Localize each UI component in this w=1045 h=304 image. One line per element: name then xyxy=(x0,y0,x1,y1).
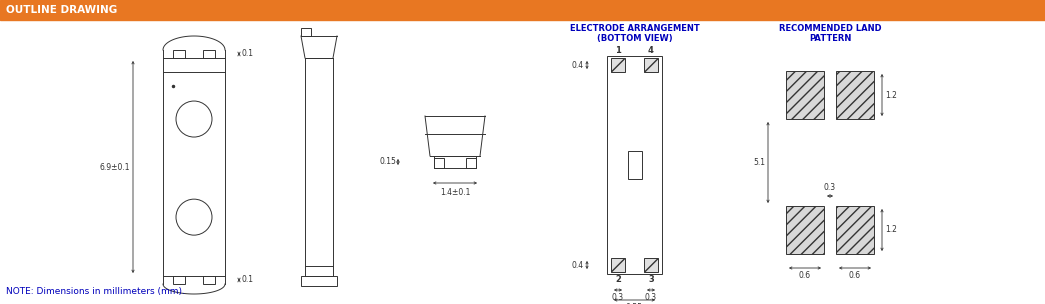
Text: 1.2: 1.2 xyxy=(885,226,897,234)
Bar xyxy=(644,58,658,72)
Text: 0.15: 0.15 xyxy=(379,157,396,167)
Text: 0.3: 0.3 xyxy=(612,293,624,302)
Text: 0.55: 0.55 xyxy=(626,303,643,304)
Text: 0.6: 0.6 xyxy=(799,271,811,280)
Bar xyxy=(786,206,825,254)
Text: RECOMMENDED LAND: RECOMMENDED LAND xyxy=(779,24,881,33)
Bar xyxy=(434,156,477,168)
Text: 3: 3 xyxy=(648,275,654,284)
Text: 0.6: 0.6 xyxy=(849,271,861,280)
Bar xyxy=(0,0,1045,20)
Text: 0.3: 0.3 xyxy=(823,183,836,192)
Text: (BOTTOM VIEW): (BOTTOM VIEW) xyxy=(597,34,673,43)
Bar xyxy=(611,58,625,72)
Text: 0.4: 0.4 xyxy=(572,60,584,70)
Text: 1.3±0.1: 1.3±0.1 xyxy=(304,2,334,11)
Text: 0.1: 0.1 xyxy=(242,275,254,285)
Text: 0.3: 0.3 xyxy=(645,293,657,302)
Bar xyxy=(627,151,642,179)
Bar xyxy=(434,158,444,168)
Bar xyxy=(301,276,336,286)
Bar xyxy=(786,71,825,119)
Bar xyxy=(203,276,215,284)
Text: 1.2: 1.2 xyxy=(885,91,897,99)
Bar xyxy=(305,58,333,276)
Text: ELECTRODE ARRANGEMENT: ELECTRODE ARRANGEMENT xyxy=(571,24,700,33)
Text: 4: 4 xyxy=(648,46,654,55)
Text: 1.4±0.1: 1.4±0.1 xyxy=(440,188,470,197)
Text: OUTLINE DRAWING: OUTLINE DRAWING xyxy=(6,5,117,15)
Text: 1: 1 xyxy=(616,46,621,55)
Text: 5.1: 5.1 xyxy=(753,158,765,167)
Text: 0.1: 0.1 xyxy=(242,50,254,58)
Bar xyxy=(836,206,874,254)
Text: NOTE: Dimensions in millimeters (mm).: NOTE: Dimensions in millimeters (mm). xyxy=(6,287,185,296)
Text: 2: 2 xyxy=(616,275,621,284)
Bar xyxy=(611,258,625,272)
Text: 6.9±0.1: 6.9±0.1 xyxy=(99,163,130,171)
Bar xyxy=(301,28,311,36)
Bar xyxy=(173,50,185,58)
Bar xyxy=(466,158,477,168)
Bar xyxy=(836,71,874,119)
Text: 0.4: 0.4 xyxy=(572,261,584,270)
Text: PATTERN: PATTERN xyxy=(809,34,852,43)
Bar xyxy=(203,50,215,58)
Bar xyxy=(644,258,658,272)
Bar xyxy=(173,276,185,284)
Bar xyxy=(163,58,225,276)
Bar xyxy=(607,56,661,274)
